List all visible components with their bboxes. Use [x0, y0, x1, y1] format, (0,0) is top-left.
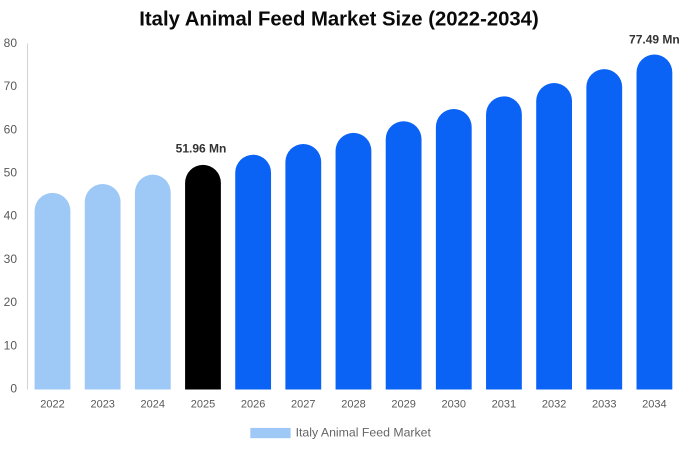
svg-text:2032: 2032	[542, 399, 566, 411]
svg-text:2029: 2029	[391, 399, 415, 411]
svg-text:20: 20	[4, 295, 18, 309]
svg-text:77.49 Mn: 77.49 Mn	[629, 32, 680, 46]
svg-text:10: 10	[4, 338, 18, 352]
svg-text:2022: 2022	[40, 399, 64, 411]
svg-text:30: 30	[4, 252, 18, 266]
svg-text:2027: 2027	[291, 399, 315, 411]
svg-text:50: 50	[4, 166, 18, 180]
svg-text:2024: 2024	[141, 399, 165, 411]
svg-text:2025: 2025	[191, 399, 215, 411]
svg-text:2030: 2030	[442, 399, 466, 411]
svg-text:80: 80	[4, 36, 18, 50]
svg-text:0: 0	[10, 382, 17, 396]
svg-text:Italy Animal Feed Market Size: Italy Animal Feed Market Size (2022-2034…	[139, 8, 538, 30]
svg-text:70: 70	[4, 79, 18, 93]
svg-text:2026: 2026	[241, 399, 265, 411]
svg-text:2034: 2034	[642, 399, 666, 411]
svg-text:2023: 2023	[90, 399, 114, 411]
svg-text:60: 60	[4, 122, 18, 136]
svg-text:2028: 2028	[341, 399, 365, 411]
svg-text:51.96 Mn: 51.96 Mn	[176, 142, 227, 156]
svg-text:2031: 2031	[492, 399, 516, 411]
svg-text:40: 40	[4, 209, 18, 223]
svg-text:2033: 2033	[592, 399, 616, 411]
svg-text:Italy Animal Feed Market: Italy Animal Feed Market	[296, 425, 432, 439]
